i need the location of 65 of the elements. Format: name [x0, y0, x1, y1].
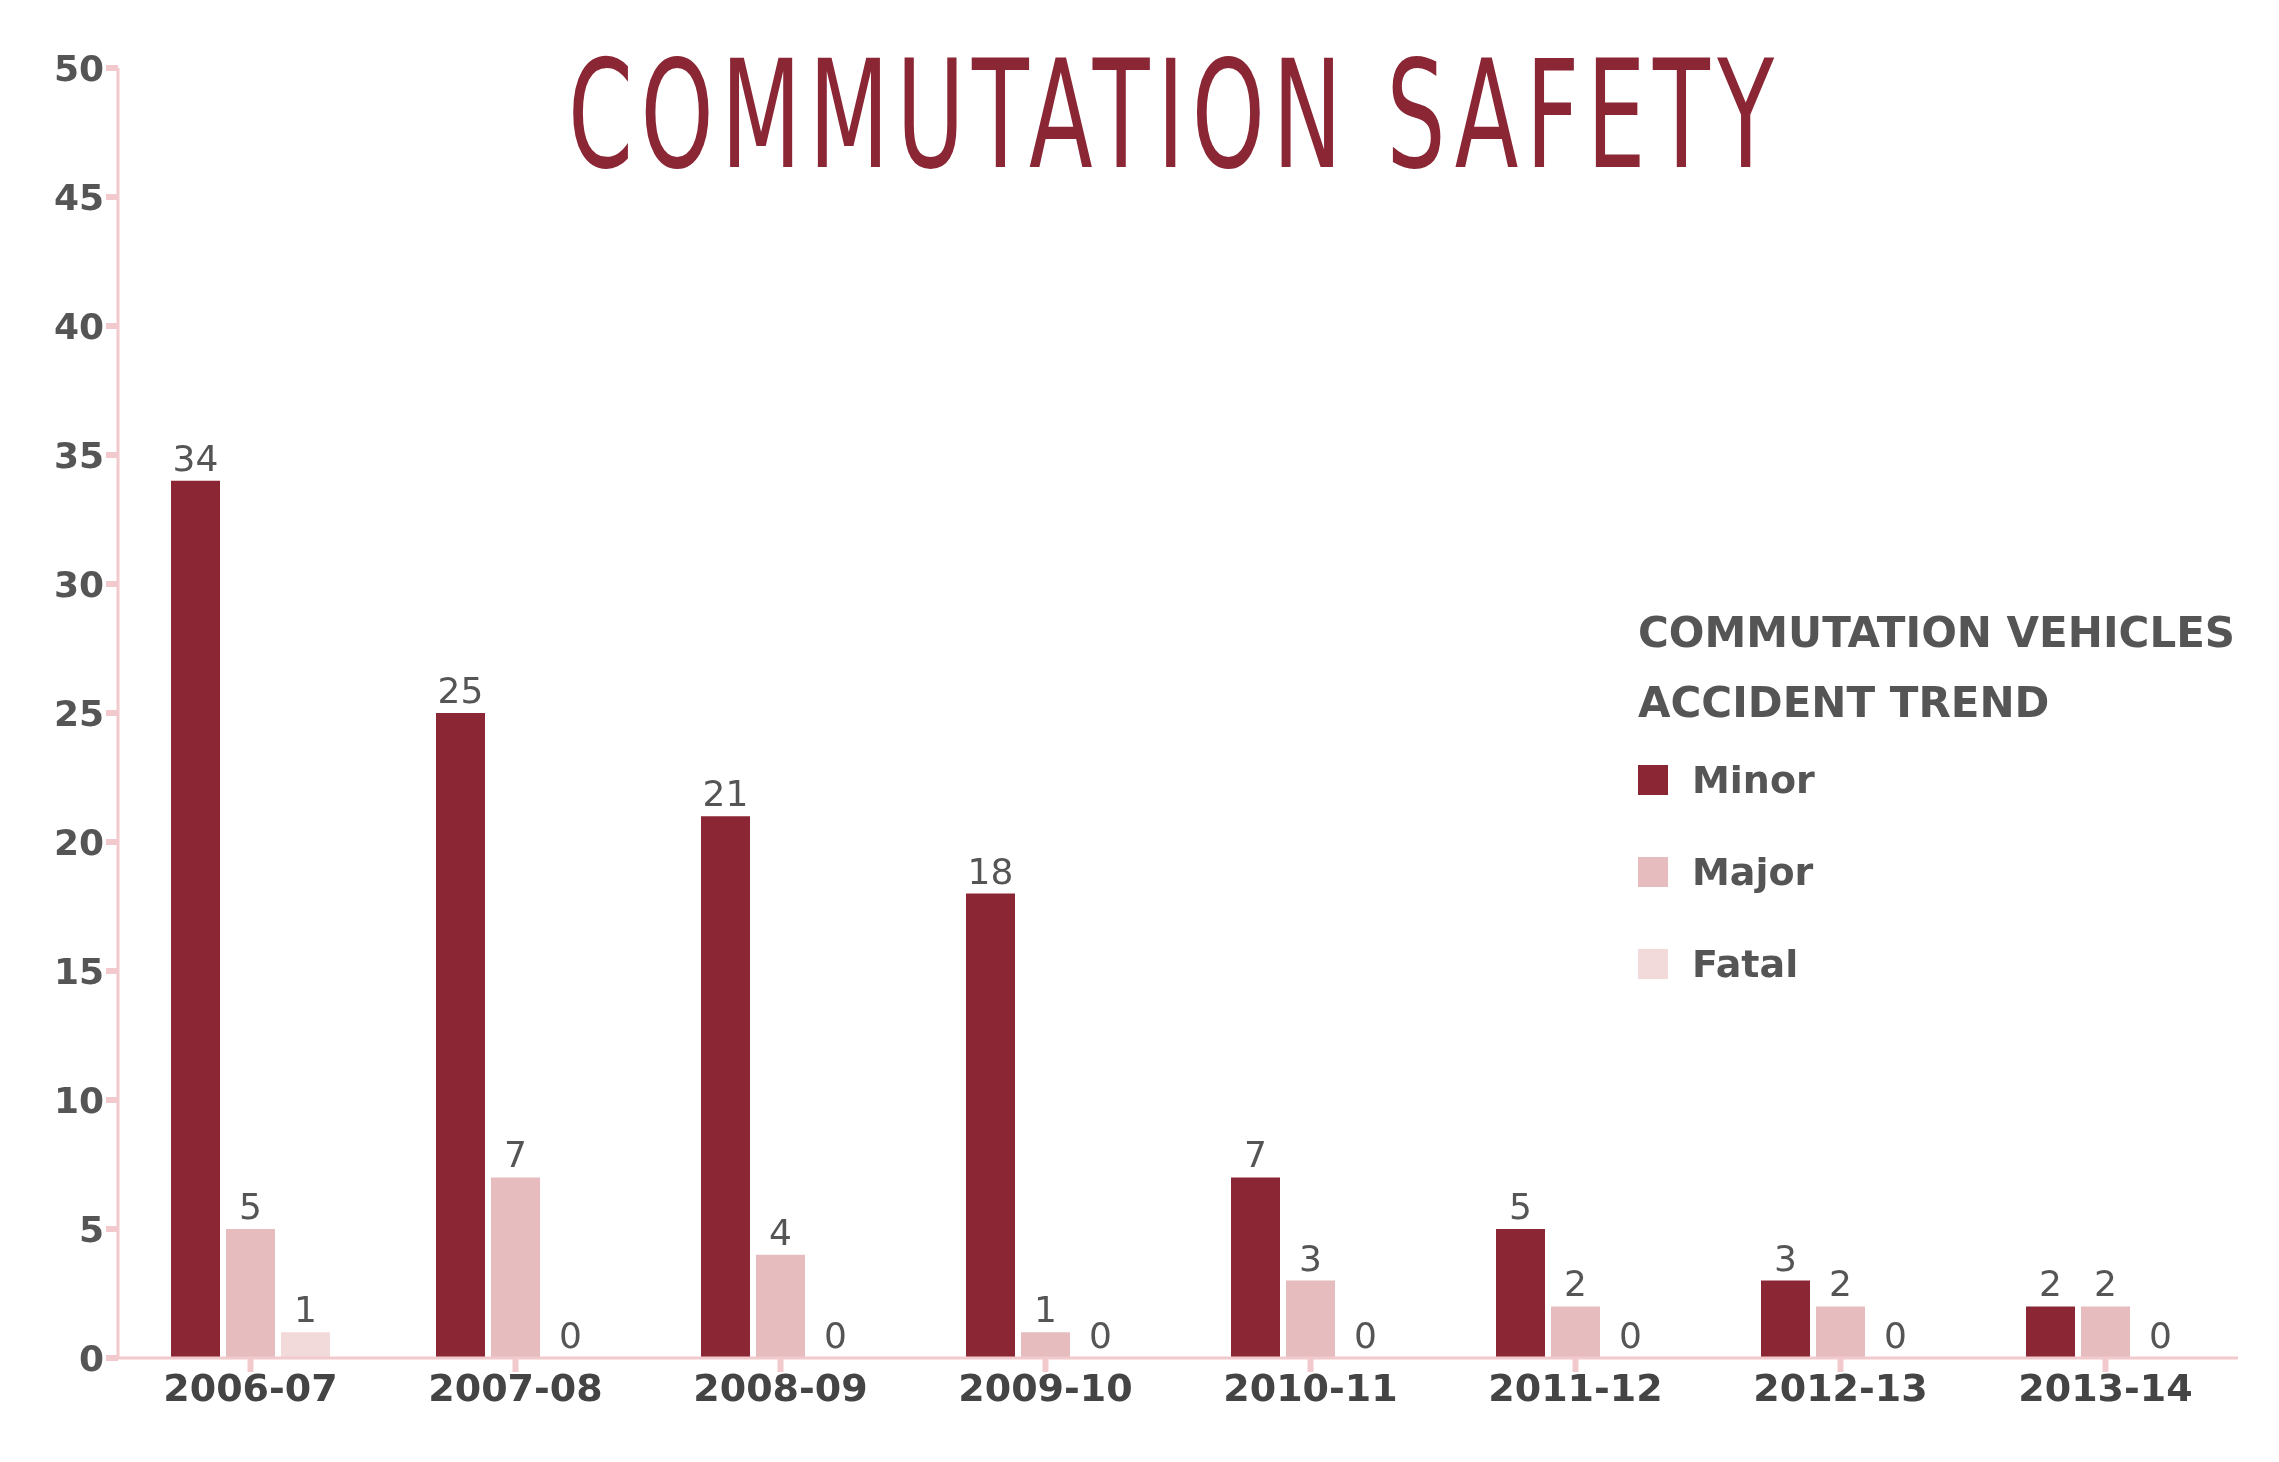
y-tick-label: 50: [53, 47, 104, 89]
data-label: 2: [2094, 1263, 2117, 1305]
data-label: 1: [1034, 1289, 1057, 1331]
data-label: 0: [824, 1314, 847, 1356]
data-label: 2: [2039, 1263, 2062, 1305]
data-label: 0: [1619, 1314, 1642, 1356]
bar: [1816, 1306, 1865, 1358]
data-label: 21: [702, 773, 749, 815]
y-tick-label: 35: [53, 434, 104, 476]
data-label: 1: [294, 1289, 317, 1331]
data-label: 4: [769, 1211, 792, 1253]
y-tick-label: 45: [53, 176, 104, 218]
bar: [1231, 1177, 1280, 1358]
legend-label: Minor: [1691, 758, 1816, 802]
bar: [436, 713, 485, 1358]
data-label: 0: [1089, 1314, 1112, 1356]
x-tick-label: 2012-13: [1753, 1365, 1928, 1410]
data-label: 5: [1509, 1186, 1532, 1227]
data-label: 0: [559, 1314, 582, 1356]
bar: [1496, 1229, 1545, 1358]
bar: [171, 480, 220, 1358]
bar: [491, 1177, 540, 1358]
data-label: 2: [1829, 1263, 1852, 1305]
y-tick-label: 0: [78, 1337, 104, 1379]
data-label: 34: [172, 437, 219, 479]
bar: [1551, 1306, 1600, 1358]
x-tick-label: 2006-07: [163, 1365, 338, 1410]
bar: [1761, 1280, 1810, 1358]
bar: [756, 1254, 805, 1358]
bar: [281, 1332, 330, 1358]
y-tick-label: 40: [53, 305, 104, 347]
chart-title: COMMUTATION SAFETY: [568, 28, 1782, 202]
x-tick-label: 2008-09: [693, 1365, 868, 1410]
y-tick-label: 5: [78, 1208, 104, 1250]
data-label: 0: [1354, 1314, 1377, 1356]
legend-title: COMMUTATION VEHICLES ACCIDENT TREND: [1638, 607, 2237, 729]
legend-label: Major: [1691, 850, 1815, 894]
bar: [701, 816, 750, 1358]
y-tick-label: 20: [53, 821, 104, 863]
data-label: 3: [1774, 1237, 1797, 1279]
bar: [2081, 1306, 2130, 1358]
data-label: 7: [1244, 1134, 1267, 1176]
bar: [1286, 1280, 1335, 1358]
bar: [1021, 1332, 1070, 1358]
data-label: 7: [504, 1134, 527, 1176]
bar: [2026, 1306, 2075, 1358]
data-label: 0: [1884, 1314, 1907, 1356]
y-tick-label: 10: [53, 1079, 104, 1121]
x-tick-label: 2010-11: [1223, 1365, 1398, 1410]
x-tick-label: 2007-08: [428, 1365, 603, 1410]
x-tick-label: 2013-14: [2018, 1365, 2193, 1410]
legend-label: Fatal: [1691, 942, 1800, 986]
x-tick-label: 2009-10: [958, 1365, 1133, 1410]
y-tick-label: 30: [53, 563, 104, 605]
data-label: 25: [437, 670, 484, 711]
x-tick-label: 2011-12: [1488, 1365, 1663, 1410]
data-label: 18: [967, 850, 1014, 892]
data-label: 5: [239, 1186, 262, 1227]
data-label: 0: [2149, 1314, 2172, 1356]
y-tick-label: 15: [53, 950, 104, 992]
bar: [226, 1229, 275, 1358]
y-tick-label: 25: [53, 692, 104, 734]
bar: [966, 893, 1015, 1358]
data-label: 2: [1564, 1263, 1587, 1305]
data-label: 3: [1299, 1237, 1322, 1279]
